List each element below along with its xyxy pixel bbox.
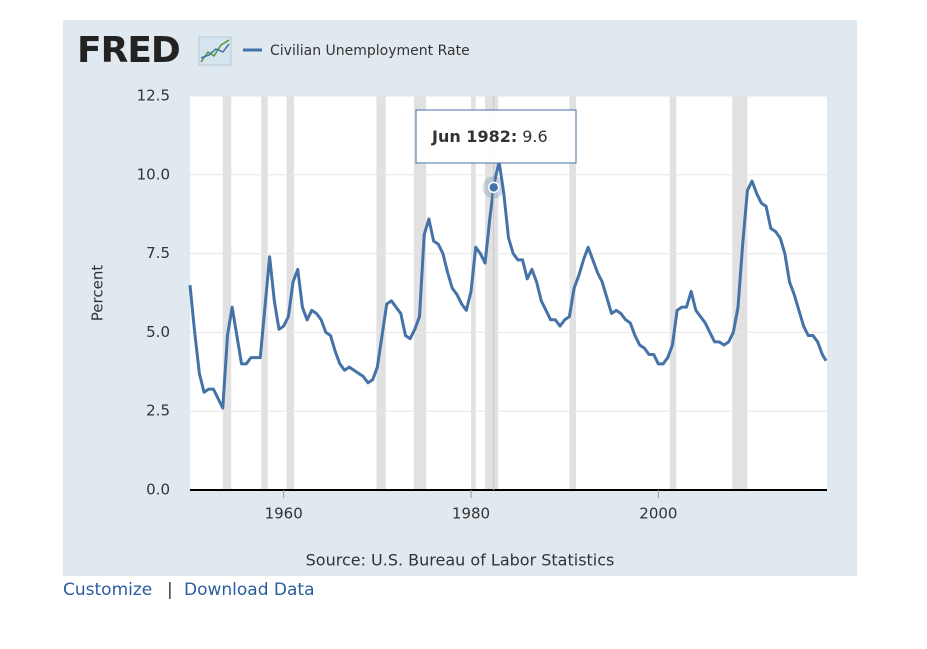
tooltip-box [415, 109, 577, 164]
x-tick-label: 1960 [265, 505, 303, 523]
recession-band [669, 96, 677, 490]
y-axis-label: Percent [89, 265, 107, 322]
x-tick-label: 1980 [452, 505, 490, 523]
data-line [188, 160, 828, 410]
recession-band [471, 96, 476, 490]
y-tick-label: 5.0 [146, 323, 170, 341]
y-tick-label: 7.5 [146, 244, 170, 262]
source: Source: U.S. Bureau of Labor Statistics [306, 551, 615, 570]
x-tick-label: 2000 [639, 505, 677, 523]
legend-label: Civilian Unemployment Rate [270, 43, 470, 59]
y-tick-label: 12.5 [137, 87, 170, 105]
recession-band [222, 96, 232, 490]
y-tick-label: 0.0 [146, 481, 170, 499]
y-tick-label: 2.5 [146, 402, 170, 420]
logo: FRED [77, 30, 180, 71]
recession-band [485, 96, 499, 490]
tooltip: Jun 1982: 9.6 [415, 109, 577, 164]
tooltip-value: 9.6 [522, 127, 547, 146]
hover-point [487, 181, 500, 194]
tooltip-text: Jun 1982: 9.6 [431, 127, 548, 146]
y-tick-label: 10.0 [137, 165, 170, 183]
download-link[interactable]: Download Data [184, 580, 315, 600]
link-separator: | [167, 580, 173, 600]
recession-band [376, 96, 386, 490]
logo-icon [198, 36, 232, 66]
customize-link[interactable]: Customize [63, 580, 152, 600]
tooltip-date: Jun 1982: [431, 127, 517, 146]
recession-band [261, 96, 268, 490]
